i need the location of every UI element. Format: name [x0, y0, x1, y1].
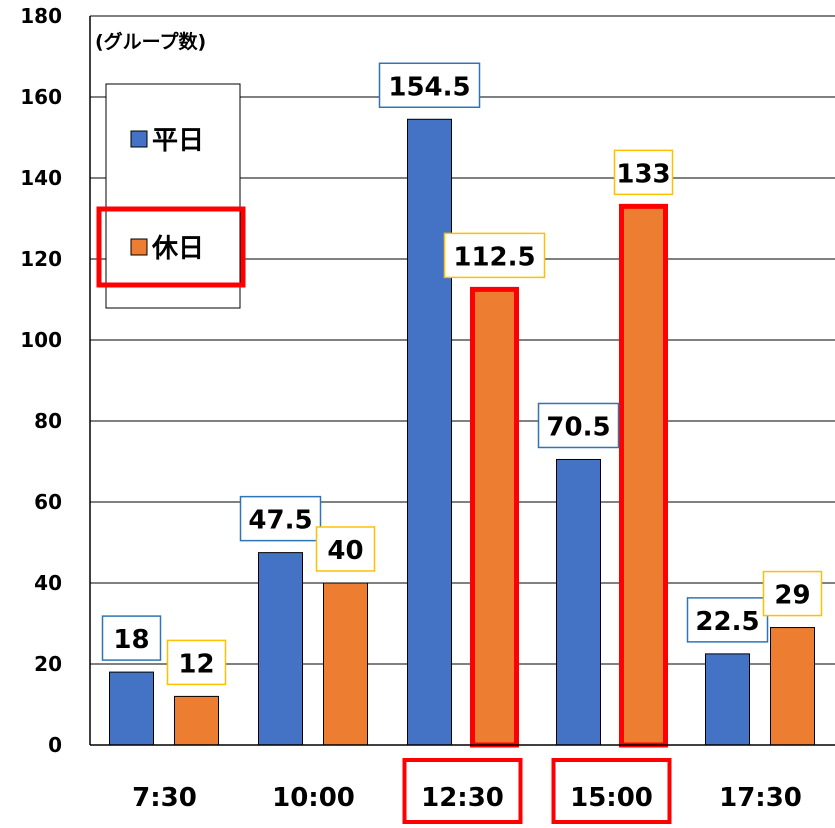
bar — [109, 671, 154, 746]
y-tick-label: 80 — [34, 409, 62, 433]
bar — [174, 695, 219, 746]
data-label: 18 — [113, 625, 149, 655]
data-label-box — [762, 570, 823, 617]
data-label-box — [686, 597, 769, 643]
data-label: 47.5 — [248, 506, 312, 536]
data-label: 70.5 — [546, 412, 610, 442]
bar — [470, 286, 519, 748]
x-tick-label: 17:30 — [719, 783, 802, 813]
y-axis-unit-label: (グループ数) — [95, 30, 206, 53]
y-tick-label: 40 — [34, 571, 62, 595]
y-tick-label: 0 — [48, 733, 62, 757]
legend-swatch — [130, 238, 148, 256]
axes — [89, 16, 835, 746]
bar — [556, 458, 601, 746]
y-tick-label: 20 — [34, 652, 62, 676]
data-label: 154.5 — [388, 72, 470, 102]
bar — [323, 582, 368, 746]
legend-label: 休日 — [151, 234, 204, 264]
legend-box — [105, 83, 241, 309]
bar — [770, 627, 815, 746]
data-label-box — [239, 495, 322, 542]
data-label: 22.5 — [695, 607, 759, 637]
bars — [109, 118, 815, 748]
y-tick-label: 100 — [20, 328, 62, 352]
data-label-box — [166, 639, 227, 686]
data-label: 133 — [616, 159, 670, 189]
data-label-box — [613, 149, 674, 196]
y-tick-label: 180 — [20, 4, 62, 28]
data-label: 112.5 — [453, 242, 535, 272]
y-tick-label: 160 — [20, 85, 62, 109]
data-label-box — [315, 526, 376, 572]
x-tick-label: 7:30 — [132, 783, 197, 813]
y-tick-label: 60 — [34, 490, 62, 514]
y-tick-label: 120 — [20, 247, 62, 271]
bar — [407, 118, 452, 746]
bar — [258, 552, 303, 746]
data-label-box — [443, 232, 546, 279]
legend-label: 平日 — [152, 126, 204, 156]
legend-swatch — [130, 130, 148, 148]
bar — [705, 653, 750, 746]
y-axis-ticks: 0 20 40 60 80 100 120 140 160 180 — [20, 4, 62, 757]
data-label: 40 — [327, 536, 363, 566]
data-label: 29 — [774, 581, 810, 611]
x-tick-label: 15:00 — [570, 783, 653, 813]
y-tick-label: 140 — [20, 166, 62, 190]
data-label-box — [101, 615, 162, 661]
data-label-box — [537, 402, 620, 449]
x-tick-label: 10:00 — [272, 783, 355, 813]
data-labels: 18 12 47.5 40 154.5 112.5 70.5 133 22.5 29 — [101, 62, 823, 686]
category-highlight-box — [551, 758, 672, 824]
x-axis-categories: 7:30 10:00 12:30 15:00 17:30 — [132, 758, 802, 824]
data-label-box — [378, 62, 481, 109]
x-tick-label: 12:30 — [421, 783, 504, 813]
bar — [619, 203, 668, 748]
legend-highlight-box — [96, 206, 246, 288]
data-label: 12 — [178, 649, 214, 679]
category-highlight-box — [402, 758, 523, 824]
